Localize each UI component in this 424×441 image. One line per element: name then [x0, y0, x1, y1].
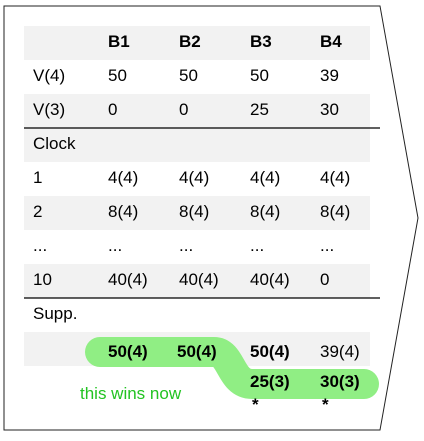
row-label-ellipsis: ...: [33, 236, 48, 255]
header-b4: B4: [320, 32, 342, 51]
cell-v4-b4: 39: [320, 66, 339, 85]
cell-10-b3: 40(4): [250, 270, 290, 289]
row-label-1: 1: [33, 168, 43, 187]
row-label-v3: V(3): [33, 100, 66, 119]
cell-10-b2: 40(4): [179, 270, 219, 289]
cell-10-b1: 40(4): [108, 270, 148, 289]
cell-ellipsis-b2: ...: [179, 236, 194, 255]
cell-v4-b1: 50: [108, 66, 127, 85]
cell-v3-b1: 0: [108, 100, 118, 119]
cell-v3-b3: 25: [250, 100, 269, 119]
row-10-bg: [24, 264, 370, 298]
cell-10-b4: 0: [320, 270, 330, 289]
star-b3: *: [252, 395, 259, 414]
cell-ellipsis-b3: ...: [250, 236, 265, 255]
header-b1: B1: [108, 32, 130, 51]
cell-1-b1: 4(4): [108, 168, 139, 187]
supp-b4: 39(4): [320, 342, 360, 361]
header-row-bg: [24, 26, 370, 60]
supp-b3: 50(4): [250, 342, 290, 361]
row-label-2: 2: [33, 202, 43, 221]
supp2-b3: 25(3): [250, 372, 290, 391]
header-b3: B3: [250, 32, 272, 51]
row-label-10: 10: [33, 270, 52, 289]
cell-1-b3: 4(4): [250, 168, 281, 187]
row-label-supp: Supp.: [33, 304, 78, 323]
cell-2-b2: 8(4): [179, 202, 210, 221]
annotation-text: this wins now: [80, 384, 182, 403]
cell-v4-b2: 50: [179, 66, 198, 85]
row-label-clock: Clock: [33, 134, 76, 153]
cell-2-b1: 8(4): [108, 202, 139, 221]
star-b4: *: [322, 395, 329, 414]
row-v3-bg: [24, 94, 370, 128]
cell-v3-b2: 0: [179, 100, 189, 119]
row-label-v4: V(4): [33, 66, 66, 85]
cell-ellipsis-b1: ...: [108, 236, 123, 255]
cell-1-b4: 4(4): [320, 168, 351, 187]
cell-v3-b4: 30: [320, 100, 339, 119]
cell-1-b2: 4(4): [179, 168, 210, 187]
supp2-b4: 30(3): [320, 372, 360, 391]
cell-v4-b3: 50: [250, 66, 269, 85]
cell-2-b4: 8(4): [320, 202, 351, 221]
supp-b1: 50(4): [108, 342, 148, 361]
header-b2: B2: [179, 32, 201, 51]
supp-b2: 50(4): [177, 342, 217, 361]
highlight-stroke: [85, 337, 379, 399]
cell-2-b3: 8(4): [250, 202, 281, 221]
cell-ellipsis-b4: ...: [320, 236, 335, 255]
row-clock-bg: [24, 128, 370, 162]
row-2-bg: [24, 196, 370, 230]
